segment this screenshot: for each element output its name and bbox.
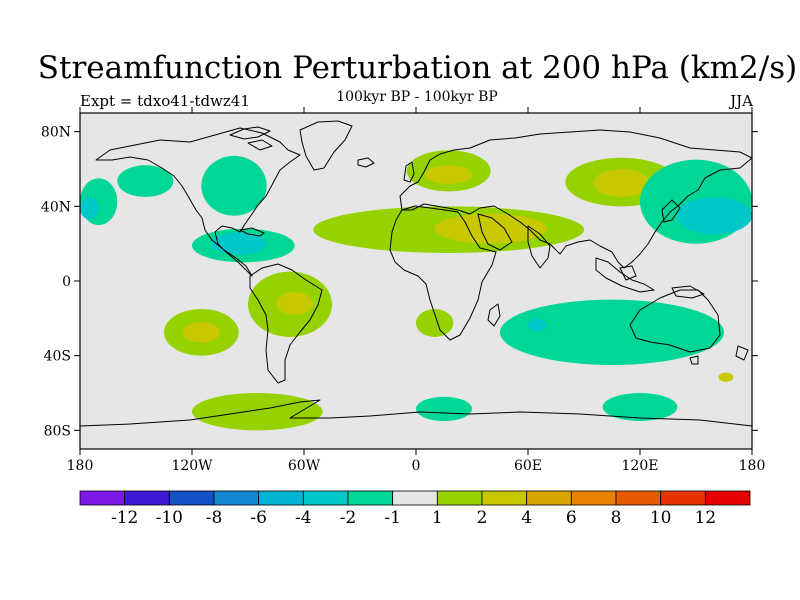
coastlines [80, 120, 752, 427]
coastline-greenland [299, 120, 353, 171]
colorbar-label: 4 [521, 508, 532, 528]
anomaly-arabia-sahara [434, 213, 547, 244]
coastline-iceland [357, 157, 375, 168]
anomaly-north-pacific-west-core [80, 197, 99, 220]
colorbar-swatch [347, 490, 394, 506]
coastline-new-zealand [735, 345, 749, 361]
anomaly-northwest-pacific-core [677, 197, 752, 235]
coastline-britain [403, 161, 415, 183]
anomaly-east-asia-core [593, 169, 650, 197]
anomaly-north-america [201, 155, 267, 216]
anomaly-indian-ocean-south-core [528, 318, 547, 332]
anomaly-indian-ocean-south [500, 299, 724, 366]
period-label: 100kyr BP - 100kyr BP [336, 89, 498, 105]
coastline-arabia [477, 213, 513, 251]
coastline-africa [389, 205, 497, 341]
lon-tick-label: 0 [412, 458, 421, 474]
colorbar-label: 6 [566, 508, 577, 528]
colorbar: -12 -10 -8 -6 -4 -2 -1 1 2 4 6 8 10 12 [79, 490, 751, 528]
coastline-eurasia [399, 129, 752, 269]
colorbar-label: 8 [611, 508, 622, 528]
coastline-antarctica [80, 399, 752, 427]
lon-tick-label: 60W [288, 458, 321, 474]
colorbar-label: -10 [156, 508, 183, 528]
coastline-south-america [249, 263, 323, 384]
coastline-new-guinea [671, 285, 705, 299]
coastline-tasmania [689, 355, 699, 365]
anomaly-caribbean-core [210, 232, 267, 255]
colorbar-label: -8 [206, 508, 223, 528]
colorbar-label: 2 [477, 508, 488, 528]
anomaly-europe-core [425, 165, 472, 184]
colorbar-swatch [526, 490, 572, 506]
coastline-madagascar [487, 303, 501, 327]
colorbar-swatch [79, 490, 126, 506]
anomaly-south-pacific-core [182, 322, 220, 343]
coastline-southeast-asia [595, 257, 655, 293]
colorbar-label: 12 [695, 508, 717, 528]
coastline-north-america [95, 127, 301, 277]
latitude-axis: 80N 40N 0 40S 80S [41, 125, 758, 439]
colorbar-swatch [660, 490, 706, 506]
colorbar-swatch [704, 490, 751, 506]
coastline-cuba [239, 227, 265, 237]
coastline-india [527, 225, 551, 269]
lat-tick-label: 40N [41, 199, 71, 215]
colorbar-label: -4 [295, 508, 312, 528]
lon-tick-label: 180 [67, 458, 94, 474]
colorbar-swatch [124, 490, 170, 506]
longitude-axis: 180 120W 60W 0 60E 120E 180 [67, 107, 766, 474]
anomaly-contours [80, 150, 752, 431]
lat-tick-label: 0 [62, 274, 71, 290]
coastline-borneo [619, 265, 637, 281]
lon-tick-label: 60E [514, 458, 542, 474]
colorbar-swatch [258, 490, 304, 506]
lon-tick-label: 180 [739, 458, 766, 474]
colorbar-swatch [392, 490, 438, 506]
lat-tick-label: 80N [41, 125, 71, 141]
lat-tick-label: 80S [44, 423, 71, 439]
colorbar-swatch [168, 490, 215, 506]
experiment-label: Expt = tdxo41-tdwz41 [80, 92, 250, 110]
colorbar-label: 1 [432, 508, 443, 528]
season-label: JJA [730, 92, 753, 110]
map-title: Streamfunction Perturbation at 200 hPa (… [37, 50, 798, 86]
anomaly-southern-ocean-west [192, 393, 323, 431]
colorbar-swatch [213, 490, 260, 506]
lat-tick-label: 40S [44, 349, 71, 365]
coastline-canadian-arctic [229, 126, 273, 151]
coastline-australia [629, 289, 721, 353]
colorbar-swatch [570, 490, 617, 506]
colorbar-label: 10 [650, 508, 672, 528]
anomaly-southern-ocean-australia [602, 393, 678, 421]
anomaly-south-america-core [276, 292, 314, 315]
colorbar-label: -2 [340, 508, 357, 528]
colorbar-label: -6 [250, 508, 267, 528]
anomaly-new-zealand-south [718, 372, 734, 382]
colorbar-swatch [481, 490, 528, 506]
colorbar-swatch [436, 490, 483, 506]
anomaly-southern-ocean-africa [416, 396, 472, 421]
colorbar-swatch [302, 490, 349, 506]
lon-tick-label: 120W [171, 458, 213, 474]
anomaly-northeast-pacific [117, 165, 174, 197]
lon-tick-label: 120E [622, 458, 659, 474]
colorbar-swatch [615, 490, 662, 506]
anomaly-south-atlantic [416, 309, 454, 337]
colorbar-label: -1 [384, 508, 401, 528]
coastline-japan [661, 199, 681, 223]
colorbar-label: -12 [111, 508, 138, 528]
